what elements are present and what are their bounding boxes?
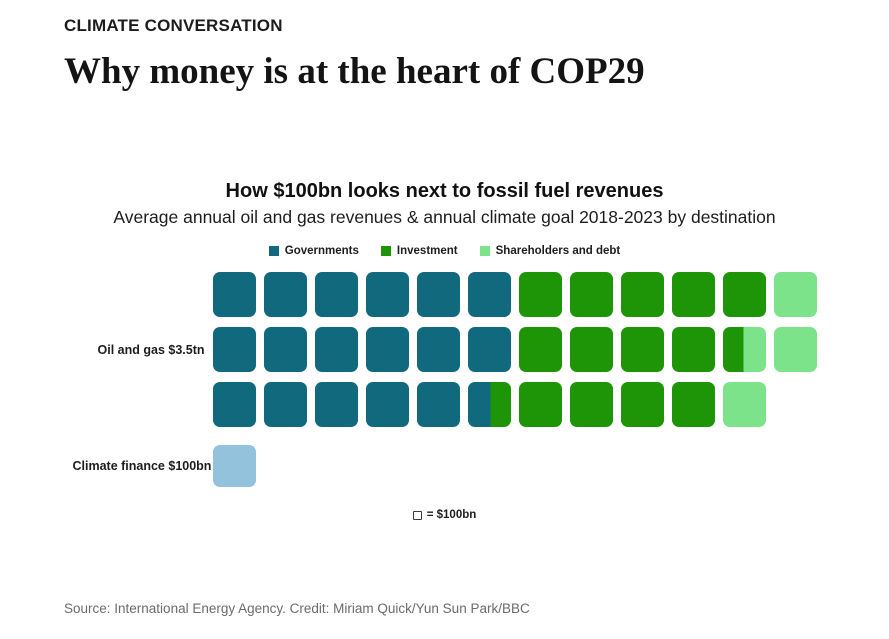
unit-square (773, 327, 817, 372)
unit-square (314, 327, 358, 372)
unit-square (416, 382, 460, 427)
unit-square (467, 382, 511, 427)
legend-label: Investment (396, 245, 458, 257)
unit-square (365, 272, 409, 317)
unit-square (518, 327, 562, 372)
unit-square (212, 327, 256, 372)
waffle-chart: How $100bn looks next to fossil fuel rev… (0, 178, 889, 521)
unit-square (569, 382, 613, 427)
climate-finance-square (212, 445, 256, 487)
waffle-row (73, 272, 817, 317)
climate-finance-label: Climate finance $100bn (72, 459, 212, 473)
legend-item: Governments (268, 245, 359, 257)
unit-square (620, 327, 664, 372)
unit-square (620, 272, 664, 317)
legend-item: Investment (380, 245, 458, 257)
section-kicker: CLIMATE CONVERSATION (64, 16, 283, 35)
chart-legend: Governments Investment Shareholders and de… (0, 245, 889, 257)
legend-label: Governments (284, 245, 359, 257)
unit-square (569, 327, 613, 372)
unit-square (671, 382, 715, 427)
legend-swatch-icon (380, 246, 391, 256)
source-credit: Source: International Energy Agency. Cre… (64, 601, 530, 616)
unit-square (671, 272, 715, 317)
unit-square (314, 382, 358, 427)
unit-key-label: = $100bn (426, 509, 477, 521)
unit-square (416, 327, 460, 372)
waffle-row: Oil and gas $3.5tn (73, 327, 817, 372)
unit-square (722, 382, 766, 427)
climate-finance-row: Climate finance $100bn (73, 445, 817, 487)
unit-square (212, 382, 256, 427)
unit-square (263, 272, 307, 317)
unit-square (671, 327, 715, 372)
unit-square (722, 272, 766, 317)
unit-square (467, 272, 511, 317)
unit-square-icon (412, 510, 422, 520)
waffle-grid: Oil and gas $3.5tn (73, 272, 817, 427)
legend-swatch-icon (268, 246, 279, 256)
legend-item: Shareholders and debt (479, 245, 621, 257)
unit-square (722, 327, 766, 372)
unit-square (773, 272, 817, 317)
unit-square (416, 272, 460, 317)
unit-square (518, 272, 562, 317)
unit-square (365, 327, 409, 372)
unit-square (467, 327, 511, 372)
chart-title: How $100bn looks next to fossil fuel rev… (225, 180, 664, 202)
headline: Why money is at the heart of COP29 (64, 51, 645, 92)
unit-key: = $100bn (0, 509, 889, 521)
unit-square (314, 272, 358, 317)
chart-subtitle: Average annual oil and gas revenues & an… (113, 207, 776, 227)
unit-square (569, 272, 613, 317)
legend-swatch-icon (479, 246, 490, 256)
row-label: Oil and gas $3.5tn (97, 342, 205, 357)
unit-square (620, 382, 664, 427)
unit-square (212, 272, 256, 317)
waffle-row (73, 382, 817, 427)
unit-square (518, 382, 562, 427)
unit-square (263, 327, 307, 372)
unit-square (263, 382, 307, 427)
legend-label: Shareholders and debt (495, 245, 621, 257)
article-page: CLIMATE CONVERSATION Why money is at the… (0, 16, 889, 639)
unit-square (365, 382, 409, 427)
